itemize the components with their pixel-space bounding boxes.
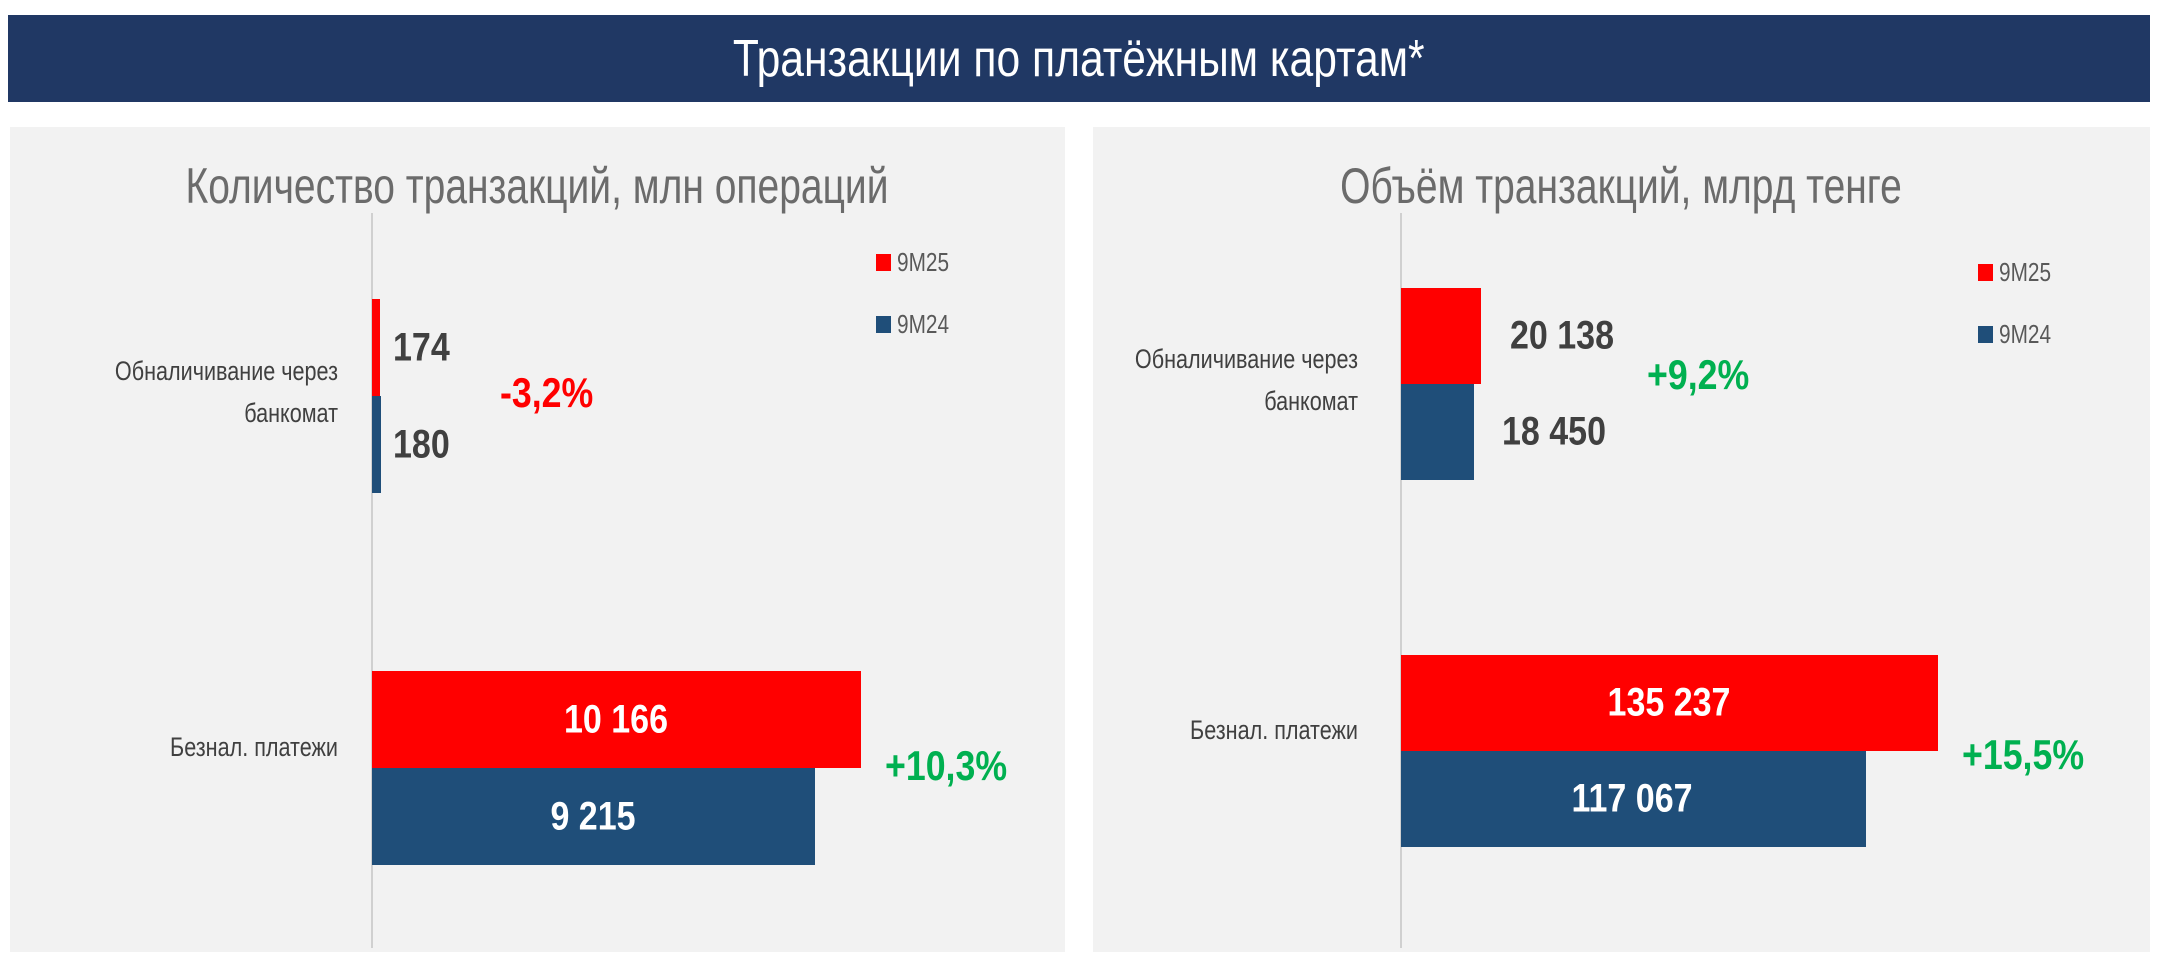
change-label: +9,2%	[1647, 351, 1750, 398]
legend-swatch	[1978, 326, 1993, 343]
legend-swatch	[1978, 264, 1993, 281]
category-label: Обналичивание через банкомат	[1134, 344, 1358, 416]
chart-panel-volume: Объём транзакций, млрд тенге Обналичивани…	[1093, 127, 2150, 952]
bar-9m24	[372, 396, 381, 493]
bar-9m24	[1401, 384, 1475, 480]
legend-label: 9M25	[897, 247, 950, 277]
data-label: 180	[393, 422, 450, 466]
bar-9m25	[1401, 288, 1481, 384]
page-title: Транзакции по платёжным картам*	[733, 29, 1425, 88]
category-label: Безнал. платежи	[1190, 715, 1358, 745]
bar-9m25	[372, 671, 861, 768]
category-label: Безнал. платежи	[170, 732, 338, 762]
data-label: 20 138	[1510, 313, 1614, 358]
data-label: 10 166	[563, 697, 668, 741]
data-label: 18 450	[1502, 409, 1606, 454]
data-label: 174	[393, 325, 450, 369]
legend-swatch	[876, 316, 891, 333]
legend-label: 9M24	[897, 309, 950, 339]
data-label: 9 215	[550, 794, 636, 838]
legend-swatch	[876, 254, 891, 271]
legend-item-9m24: 9M24	[1978, 319, 2064, 350]
change-label: +10,3%	[885, 742, 1008, 789]
bar-9m25	[1401, 655, 1938, 751]
change-label: +15,5%	[1962, 731, 2085, 778]
legend-label: 9M24	[1999, 319, 2052, 349]
legend-item-9m25: 9M25	[1978, 257, 2064, 288]
bar-9m25	[372, 299, 381, 396]
chart-title: Количество транзакций, млн операций	[185, 158, 889, 214]
bar-9m24	[372, 768, 816, 865]
data-label: 135 237	[1607, 680, 1730, 725]
change-label: -3,2%	[500, 369, 594, 416]
bar-9m24	[1401, 751, 1866, 847]
legend-label: 9M25	[1999, 257, 2052, 287]
category-axis-line	[371, 213, 373, 948]
legend-item-9m25: 9M25	[876, 247, 962, 278]
legend-item-9m24: 9M24	[876, 309, 962, 340]
category-axis-line	[1400, 213, 1402, 948]
chart-panel-count: Количество транзакций, млн операций Обнал…	[10, 127, 1065, 952]
category-label: Обналичивание через банкомат	[114, 356, 338, 428]
data-label: 117 067	[1571, 776, 1693, 821]
chart-title: Объём транзакций, млрд тенге	[1340, 158, 1902, 214]
page-header: Транзакции по платёжным картам*	[8, 15, 2150, 102]
